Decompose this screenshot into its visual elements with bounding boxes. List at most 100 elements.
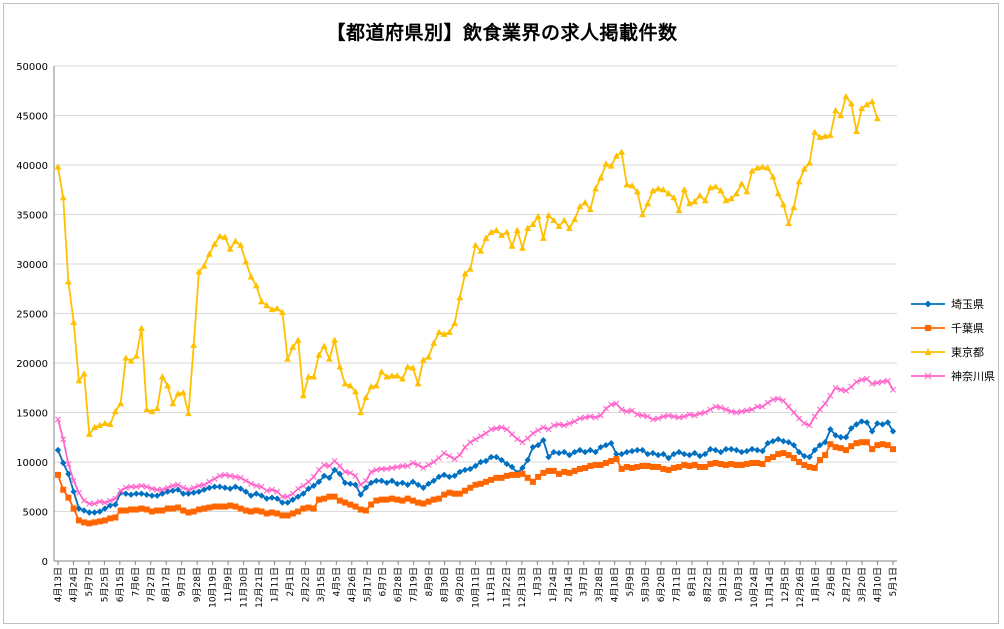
data-point: [232, 473, 239, 480]
data-point: [550, 216, 558, 224]
data-point: [869, 380, 876, 387]
data-point: [827, 426, 834, 433]
data-point: [670, 450, 678, 458]
data-point: [388, 372, 396, 379]
x-tick-label: 12月21日: [254, 567, 265, 608]
x-tick-label: 4月13日: [53, 567, 64, 602]
data-point: [143, 491, 150, 498]
x-tick-label: 9月20日: [455, 567, 466, 602]
data-point: [425, 480, 432, 487]
data-point: [268, 509, 275, 516]
data-point: [707, 406, 714, 413]
data-point: [832, 444, 839, 451]
data-point: [519, 244, 526, 251]
x-tick-label: 10月19日: [208, 567, 219, 608]
data-point: [258, 492, 265, 499]
data-point: [592, 414, 599, 421]
data-point: [509, 471, 516, 478]
data-point: [451, 490, 458, 497]
data-point: [221, 484, 229, 491]
data-point: [582, 464, 589, 471]
data-point: [670, 194, 678, 201]
x-tick-label: 6月15日: [115, 567, 126, 602]
data-point: [206, 504, 213, 511]
data-point: [853, 127, 860, 134]
data-point: [273, 495, 281, 502]
data-point: [884, 377, 891, 384]
x-tick-label: 5月30日: [641, 567, 652, 602]
series-line: [57, 94, 879, 437]
data-point: [738, 448, 745, 456]
data-point: [477, 433, 484, 440]
data-point: [263, 301, 271, 309]
data-point: [487, 453, 495, 461]
data-point: [200, 486, 208, 493]
x-tick-label: 10月3日: [733, 567, 744, 602]
data-point: [743, 460, 750, 467]
data-point: [205, 250, 213, 257]
data-point: [237, 505, 244, 512]
data-point: [644, 450, 651, 458]
data-point: [873, 114, 881, 122]
data-point: [232, 483, 239, 490]
data-point: [305, 478, 312, 485]
data-point: [446, 489, 453, 496]
data-point: [602, 441, 610, 449]
data-point: [96, 498, 103, 505]
data-point: [717, 187, 725, 194]
data-point: [472, 462, 479, 470]
data-point: [425, 498, 432, 505]
x-tick-label: 8月30日: [440, 567, 451, 602]
x-tick-label: 12月13日: [517, 567, 528, 608]
data-point: [122, 490, 130, 497]
data-point: [96, 508, 103, 515]
data-point: [681, 461, 688, 468]
data-point: [101, 517, 108, 524]
data-point: [743, 447, 751, 455]
data-point: [733, 446, 740, 454]
data-point: [801, 461, 808, 468]
data-point: [456, 490, 463, 497]
data-point: [169, 482, 176, 489]
data-point: [164, 488, 171, 495]
data-point: [195, 268, 203, 275]
data-point: [80, 507, 88, 514]
data-point: [571, 448, 578, 456]
y-tick-label: 40000: [16, 161, 48, 172]
data-point: [315, 351, 323, 358]
data-point: [503, 426, 510, 433]
data-point: [60, 486, 67, 493]
data-point: [70, 318, 78, 326]
data-point: [639, 462, 646, 469]
data-point: [701, 450, 709, 458]
data-point: [655, 415, 662, 422]
data-point: [874, 442, 881, 449]
data-point: [242, 488, 250, 495]
data-point: [461, 270, 469, 277]
data-point: [519, 439, 526, 446]
data-point: [728, 460, 735, 467]
data-point: [336, 462, 343, 469]
data-point: [289, 490, 296, 497]
data-point: [310, 505, 317, 512]
data-point: [618, 406, 625, 413]
data-point: [790, 409, 797, 416]
data-point: [863, 419, 871, 426]
data-point: [174, 486, 182, 493]
data-point: [482, 457, 490, 465]
data-point: [676, 463, 683, 470]
data-point: [733, 409, 740, 416]
data-point: [300, 482, 307, 489]
data-point: [143, 405, 151, 413]
data-point: [258, 483, 265, 490]
data-point: [707, 460, 714, 467]
data-point: [561, 468, 568, 475]
data-point: [112, 514, 119, 521]
data-point: [748, 445, 756, 453]
data-point: [477, 247, 485, 254]
data-point: [96, 518, 103, 525]
data-point: [237, 241, 245, 248]
data-point: [514, 471, 521, 478]
data-point: [185, 409, 192, 417]
data-point: [775, 395, 782, 402]
